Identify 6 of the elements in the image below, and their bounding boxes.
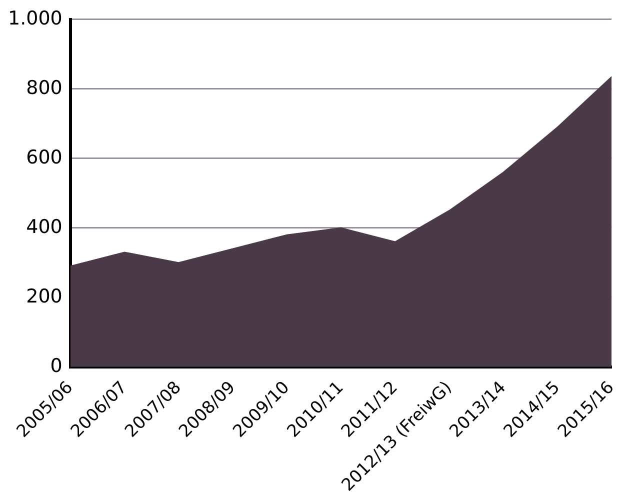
y-tick-label: 400	[26, 216, 62, 238]
y-tick-label: 200	[26, 285, 62, 308]
y-tick-label: 1.000	[8, 7, 62, 30]
y-tick-label: 800	[26, 76, 62, 99]
y-tick-label: 0	[50, 354, 62, 377]
y-tick-label: 600	[26, 146, 62, 168]
